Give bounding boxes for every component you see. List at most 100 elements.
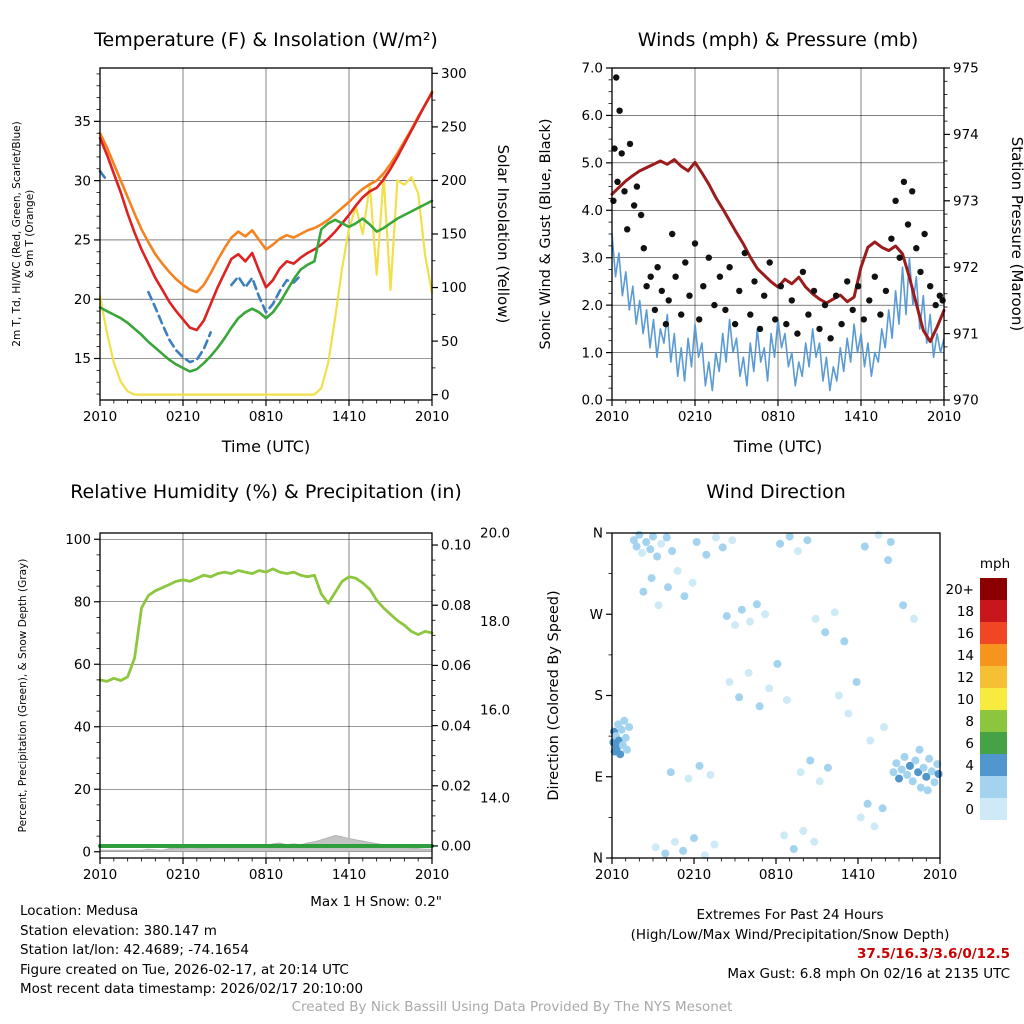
wind-gust — [849, 306, 856, 314]
wind-gust — [643, 283, 650, 290]
tick-label: 14.0 — [480, 791, 510, 807]
tick-label: 1.0 — [582, 345, 603, 361]
station-elevation: Station elevation: 380.147 m — [20, 922, 217, 939]
wind-direction-point — [823, 763, 832, 772]
wind-direction-point — [711, 533, 720, 542]
wind-direction-point — [695, 761, 704, 770]
wind-direction-point — [623, 745, 631, 754]
wind-direction-point — [664, 583, 672, 592]
tick-label: 200 — [441, 173, 467, 189]
wind-gust — [892, 197, 899, 204]
wind-direction-point — [612, 743, 621, 752]
legend-swatch — [980, 578, 1007, 600]
station-info: Location: Medusa Station elevation: 380.… — [20, 902, 363, 1000]
tick-label: 2010 — [415, 409, 449, 425]
wind-direction-point — [905, 761, 914, 770]
wind-gust — [741, 249, 748, 257]
wind-direction-point — [621, 733, 630, 742]
wind-direction-point — [728, 536, 737, 545]
wind-direction-point — [688, 578, 697, 587]
wind-direction-point — [710, 840, 719, 849]
wind-direction-point — [780, 831, 789, 840]
wind-direction-point — [692, 538, 701, 546]
tick-label: 40 — [74, 719, 91, 735]
legend-label: 18 — [957, 604, 974, 620]
tick-label: 0 — [441, 387, 450, 403]
wind-direction-point — [796, 768, 805, 777]
wind-gust — [618, 150, 625, 157]
wind-gust — [777, 283, 784, 290]
wind-gust — [678, 311, 685, 318]
wind-gust — [711, 301, 718, 309]
tick-label: 2010 — [595, 867, 629, 883]
temperature-insolation-chart: 2010 0210 0810 1410 2010 15 20 25 30 35 2m T, Td, … — [11, 29, 512, 456]
wind-gust — [761, 292, 768, 299]
chart-title: Winds (mph) & Pressure (mb) — [638, 29, 919, 51]
wind-direction-point — [673, 566, 682, 575]
wind-gust — [630, 202, 638, 209]
wind-direction-point — [863, 799, 872, 808]
wind-direction-point — [670, 837, 679, 846]
wind-direction-point — [810, 837, 819, 846]
wind-direction-point — [638, 548, 647, 557]
wind-gust — [700, 283, 707, 290]
max-snow-note: Max 1 H Snow: 0.2" — [310, 894, 442, 910]
legend-label: 12 — [957, 670, 974, 686]
wind-direction-point — [620, 716, 629, 725]
legend-swatch — [980, 776, 1007, 798]
extremes-subtitle: (High/Low/Max Wind/Precipitation/Snow De… — [630, 926, 950, 943]
wind-gust — [669, 230, 676, 238]
wind-direction-point — [647, 574, 656, 583]
wind-direction-point — [706, 770, 715, 779]
legend-label: 0 — [965, 802, 974, 818]
tick-label: 0.02 — [441, 778, 471, 794]
wind-gust — [788, 297, 795, 304]
wind-direction-point — [744, 668, 753, 677]
wind-direction-point — [761, 610, 770, 619]
wind-direction-point — [752, 600, 761, 609]
wind-direction-point — [657, 539, 666, 548]
axis-label: Percent, Precipitation (Green), & Snow D… — [17, 559, 29, 833]
tick-label: 20.0 — [480, 526, 510, 542]
wind-direction-point — [806, 756, 815, 765]
tick-label: 100 — [441, 280, 467, 296]
legend-swatch — [980, 622, 1007, 644]
wind-direction-point — [927, 767, 936, 776]
tick-label: 7.0 — [582, 61, 603, 77]
tick-label: 250 — [441, 120, 467, 136]
wind-gust — [900, 178, 908, 185]
tick-label: E — [594, 769, 603, 785]
wind-gust — [799, 268, 807, 276]
wind-direction-point — [803, 536, 812, 545]
wind-direction-point — [722, 612, 731, 621]
wind-direction-point — [897, 765, 906, 774]
tick-label: 0.04 — [441, 718, 471, 734]
wind-gust — [927, 283, 934, 290]
wind-gust — [860, 316, 867, 323]
wind-gust — [866, 297, 873, 304]
tick-label: 6.0 — [582, 108, 603, 124]
wind-direction-point — [718, 543, 727, 552]
wind-gust — [611, 145, 618, 152]
legend-label: 16 — [957, 626, 974, 642]
wind-direction-point — [915, 745, 924, 754]
wind-direction-point — [661, 849, 670, 858]
wind-gust — [838, 320, 845, 328]
wind-direction-point — [629, 536, 638, 545]
wind-gust — [855, 283, 862, 290]
max-gust: Max Gust: 6.8 mph On 02/16 at 2135 UTC — [727, 965, 1010, 982]
x-axis-label: Time (UTC) — [733, 437, 822, 456]
wind-direction-point — [840, 637, 849, 646]
wind-gust — [682, 259, 689, 266]
wind-direction-point — [616, 750, 625, 759]
wind-gust — [756, 325, 764, 333]
tick-label: 50 — [441, 334, 458, 350]
wind-gust — [640, 245, 647, 252]
wind-gust — [917, 268, 924, 276]
wind-direction-point — [884, 556, 893, 565]
tick-label: 971 — [953, 326, 979, 342]
wind-direction-point — [878, 804, 887, 813]
wind-direction-point — [844, 709, 853, 718]
